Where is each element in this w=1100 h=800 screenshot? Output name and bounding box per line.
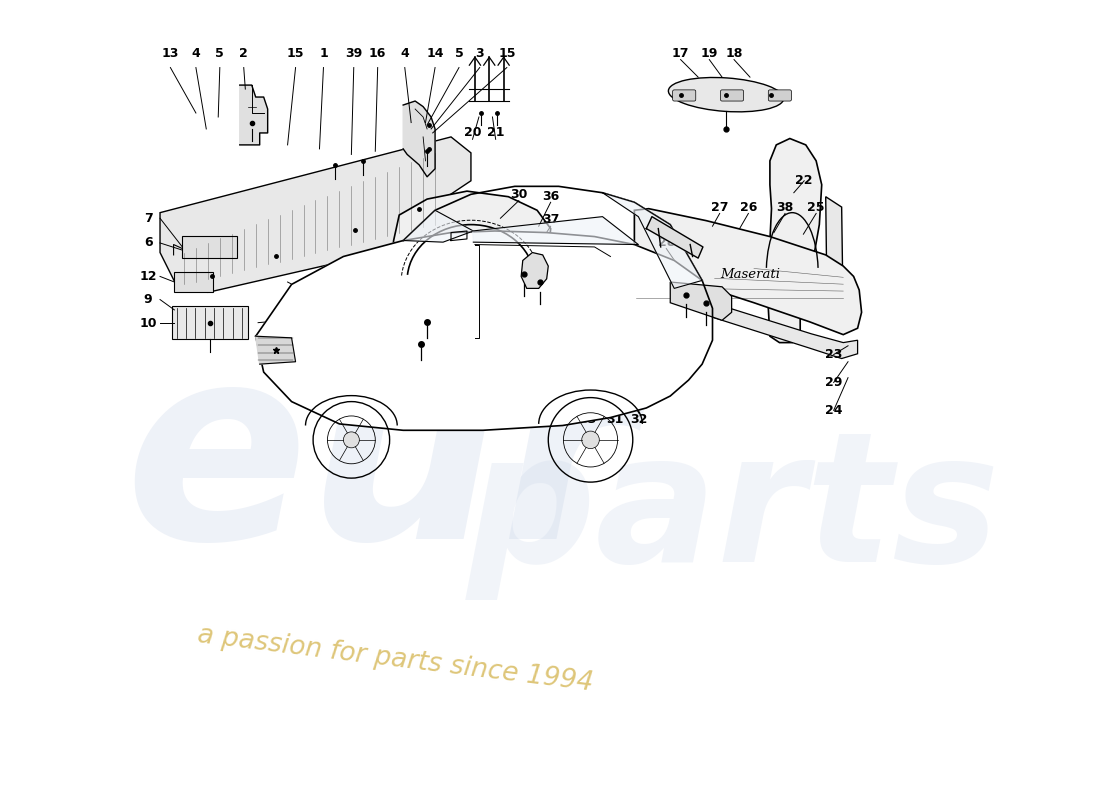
Text: parts: parts [468,424,1001,600]
Polygon shape [670,282,732,320]
Polygon shape [160,137,471,292]
Text: 11: 11 [311,304,329,318]
Text: 12: 12 [140,270,157,283]
Text: 15: 15 [287,46,305,60]
Text: 4: 4 [191,46,200,60]
Polygon shape [255,231,713,430]
Text: 15: 15 [498,46,516,60]
Text: 23: 23 [825,348,843,361]
Text: 2: 2 [240,46,249,60]
Text: 29: 29 [825,376,843,389]
Text: 4: 4 [400,46,409,60]
Polygon shape [603,193,702,288]
Text: 13: 13 [162,46,179,60]
Text: 14: 14 [427,46,443,60]
Polygon shape [635,209,861,334]
Text: 37: 37 [542,214,560,226]
Text: 28: 28 [658,342,675,354]
Ellipse shape [669,78,783,112]
Text: a passion for parts since 1994: a passion for parts since 1994 [196,622,594,696]
FancyBboxPatch shape [672,90,696,101]
Text: 38: 38 [777,201,794,214]
Text: eur: eur [124,333,635,594]
Polygon shape [473,217,638,245]
Text: 17: 17 [672,46,690,60]
FancyBboxPatch shape [720,90,744,101]
Polygon shape [768,138,822,342]
Text: 16: 16 [368,46,386,60]
Text: 30: 30 [510,188,528,201]
Text: 32: 32 [630,414,648,426]
Text: 20: 20 [464,126,482,139]
FancyBboxPatch shape [174,273,213,291]
Text: 31: 31 [606,414,623,426]
Text: 22: 22 [795,174,813,187]
Text: 9: 9 [144,293,153,306]
Circle shape [582,431,600,449]
FancyBboxPatch shape [172,306,248,339]
Text: 28: 28 [658,236,675,249]
Text: 26: 26 [739,201,757,214]
Polygon shape [826,197,844,328]
Polygon shape [521,253,548,288]
Polygon shape [392,191,551,330]
Text: 5: 5 [216,46,224,60]
Text: 10: 10 [140,317,157,330]
Text: 35: 35 [536,414,553,426]
Text: 36: 36 [542,190,559,203]
Circle shape [343,432,360,448]
Text: 36: 36 [400,334,418,347]
FancyBboxPatch shape [768,90,791,101]
Text: 21: 21 [487,126,505,139]
Polygon shape [255,336,296,364]
Text: 5: 5 [454,46,463,60]
Text: 32: 32 [833,322,850,334]
Text: 24: 24 [825,404,843,417]
Text: 18: 18 [725,46,742,60]
Text: 37: 37 [400,358,418,370]
Text: 19: 19 [701,46,718,60]
Text: 33: 33 [580,414,597,426]
Polygon shape [404,101,436,177]
Text: 8: 8 [300,278,309,291]
Polygon shape [240,85,267,145]
Text: Maserati: Maserati [720,267,780,281]
Text: 3: 3 [475,46,484,60]
Text: 1: 1 [319,46,328,60]
Polygon shape [647,217,703,258]
Text: 39: 39 [345,46,362,60]
Text: 25: 25 [807,201,825,214]
Text: 6: 6 [144,237,153,250]
FancyBboxPatch shape [183,236,236,258]
Text: 27: 27 [711,201,728,214]
Polygon shape [635,279,858,358]
Text: 7: 7 [144,212,153,225]
Text: 34: 34 [557,414,574,426]
Polygon shape [404,210,473,242]
